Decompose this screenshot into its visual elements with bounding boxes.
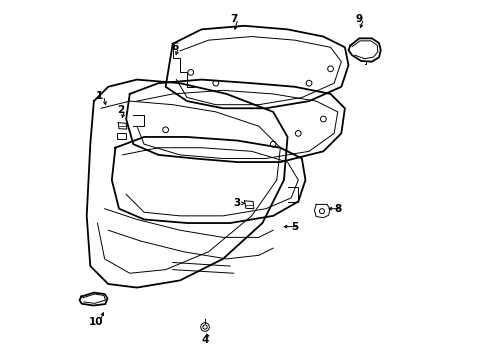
- Text: 8: 8: [333, 204, 341, 214]
- FancyBboxPatch shape: [117, 133, 126, 139]
- Text: 1: 1: [96, 91, 102, 101]
- Text: 9: 9: [355, 14, 362, 24]
- Text: 4: 4: [201, 334, 208, 345]
- Text: 7: 7: [229, 14, 237, 24]
- Text: 10: 10: [88, 317, 102, 327]
- Text: 6: 6: [171, 42, 178, 52]
- Text: 3: 3: [233, 198, 241, 208]
- Text: 5: 5: [290, 222, 298, 231]
- Text: 2: 2: [117, 105, 124, 115]
